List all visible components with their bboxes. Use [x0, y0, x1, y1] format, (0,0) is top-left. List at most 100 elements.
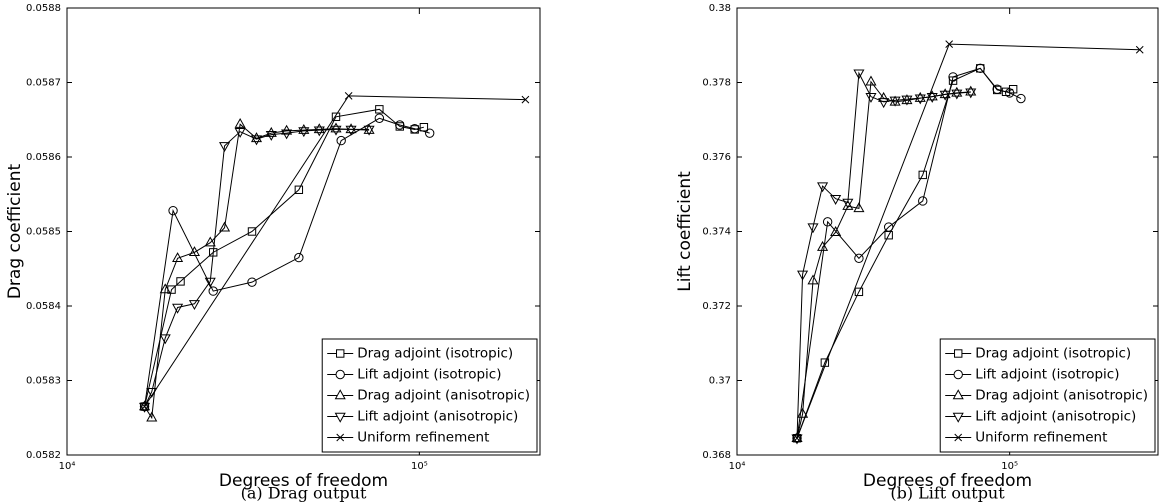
caption: (b) Lift output — [890, 484, 1005, 503]
data-point — [797, 270, 809, 281]
data-point — [965, 88, 977, 99]
data-point — [419, 123, 429, 132]
legend-marker — [952, 412, 964, 423]
data-point — [1004, 88, 1015, 98]
legend-marker — [954, 433, 963, 442]
data-point — [188, 246, 201, 257]
y-tick-label: 0.0586 — [26, 152, 61, 163]
data-point — [344, 92, 353, 100]
data-point — [842, 199, 854, 210]
series-line — [796, 71, 971, 439]
data-point — [939, 88, 951, 99]
data-point — [345, 123, 357, 134]
legend-marker — [336, 349, 345, 358]
data-point — [791, 432, 803, 442]
legend: Drag adjoint (isotropic) Lift adjoint (is… — [321, 338, 538, 453]
data-point — [294, 185, 304, 194]
legend-marker — [334, 412, 346, 423]
y-axis-label: Drag coefficient — [5, 164, 25, 300]
data-point — [363, 125, 375, 136]
data-point — [374, 113, 385, 123]
legend-label: Lift adjoint (anisotropic) — [975, 409, 1136, 425]
data-point — [817, 240, 829, 251]
data-point — [313, 126, 325, 137]
data-point — [176, 277, 185, 286]
x-tick-label: 10⁵ — [1001, 461, 1018, 472]
legend-label: Drag adjoint (isotropic) — [975, 346, 1131, 362]
data-point — [219, 142, 231, 153]
legend: Drag adjoint (isotropic) Lift adjoint (is… — [939, 338, 1156, 453]
data-point — [817, 182, 829, 193]
data-point — [521, 95, 530, 104]
data-point — [395, 120, 405, 130]
y-tick-label: 0.0584 — [26, 301, 61, 312]
data-point — [140, 402, 149, 411]
x-tick-label: 10⁵ — [411, 461, 428, 472]
legend-label: Uniform refinement — [357, 430, 489, 446]
y-tick-label: 0.37 — [709, 376, 731, 387]
legend-marker — [952, 389, 964, 400]
data-point — [842, 198, 854, 209]
data-point — [918, 196, 928, 206]
legend-marker — [953, 369, 963, 380]
data-point — [208, 286, 218, 296]
data-point — [250, 132, 263, 143]
data-point — [914, 91, 926, 102]
legend-label: Drag adjoint (isotropic) — [357, 346, 513, 362]
data-point — [247, 277, 257, 287]
data-point — [159, 334, 171, 345]
data-point — [204, 277, 216, 288]
data-point — [330, 125, 342, 136]
data-point — [247, 227, 257, 236]
data-point — [265, 130, 277, 141]
data-point — [853, 69, 865, 80]
y-tick-label: 0.372 — [702, 301, 731, 312]
y-tick-label: 0.368 — [702, 450, 731, 461]
legend-label: Uniform refinement — [975, 430, 1107, 446]
x-tick-label: 10⁴ — [729, 461, 746, 472]
data-point — [918, 170, 927, 180]
data-point — [345, 125, 357, 136]
data-point — [951, 89, 963, 100]
data-point — [172, 303, 184, 314]
data-point — [294, 252, 304, 263]
data-point — [901, 95, 913, 106]
data-point — [797, 407, 809, 418]
x-axis-label: Degrees of freedom — [219, 471, 388, 491]
y-tick-label: 0.0583 — [26, 376, 61, 387]
data-point — [336, 135, 346, 146]
data-point — [883, 222, 894, 232]
legend-marker — [954, 349, 963, 358]
series-line — [144, 108, 424, 407]
data-point — [375, 105, 384, 114]
data-point — [830, 195, 842, 205]
data-point — [172, 252, 184, 263]
legend-label: Drag adjoint (anisotropic) — [975, 388, 1148, 404]
data-point — [951, 86, 963, 97]
data-point — [854, 253, 864, 264]
data-point — [878, 98, 890, 109]
data-point — [889, 96, 901, 107]
legend-label: Drag adjoint (anisotropic) — [357, 388, 530, 404]
data-point — [298, 127, 310, 138]
legend-label: Lift adjoint (isotropic) — [357, 367, 501, 383]
data-point — [168, 205, 178, 216]
data-point — [975, 63, 985, 74]
y-tick-label: 0.38 — [709, 3, 731, 14]
legend-label: Lift adjoint (anisotropic) — [357, 409, 518, 425]
y-tick-label: 0.0588 — [26, 3, 61, 14]
data-point — [234, 127, 246, 138]
legend-label: Lift adjoint (isotropic) — [975, 367, 1119, 383]
y-tick-label: 0.376 — [702, 152, 731, 163]
y-tick-label: 0.0582 — [26, 450, 61, 461]
data-point — [939, 90, 951, 101]
y-tick-label: 0.374 — [702, 227, 731, 238]
data-point — [992, 84, 1002, 94]
data-point — [159, 283, 171, 294]
data-point — [914, 94, 926, 105]
legend-marker — [335, 369, 345, 380]
data-point — [926, 90, 938, 101]
x-axis-label: Degrees of freedom — [863, 471, 1032, 491]
series-line — [144, 128, 370, 407]
